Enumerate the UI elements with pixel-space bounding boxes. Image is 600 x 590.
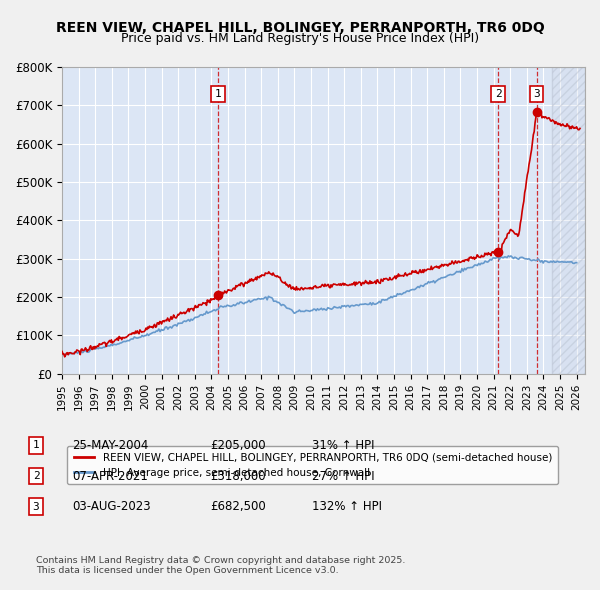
Text: 2: 2 <box>32 471 40 481</box>
Legend: REEN VIEW, CHAPEL HILL, BOLINGEY, PERRANPORTH, TR6 0DQ (semi-detached house), HP: REEN VIEW, CHAPEL HILL, BOLINGEY, PERRAN… <box>67 446 559 484</box>
Text: 1: 1 <box>32 441 40 450</box>
Text: Price paid vs. HM Land Registry's House Price Index (HPI): Price paid vs. HM Land Registry's House … <box>121 32 479 45</box>
Text: Contains HM Land Registry data © Crown copyright and database right 2025.
This d: Contains HM Land Registry data © Crown c… <box>36 556 406 575</box>
Text: £682,500: £682,500 <box>210 500 266 513</box>
Text: 03-AUG-2023: 03-AUG-2023 <box>72 500 151 513</box>
Text: £205,000: £205,000 <box>210 439 266 452</box>
Text: 31% ↑ HPI: 31% ↑ HPI <box>312 439 374 452</box>
Text: 132% ↑ HPI: 132% ↑ HPI <box>312 500 382 513</box>
Text: 25-MAY-2004: 25-MAY-2004 <box>72 439 148 452</box>
Text: 1: 1 <box>215 89 221 99</box>
Text: 2: 2 <box>495 89 502 99</box>
Text: 3: 3 <box>32 502 40 512</box>
Text: 27% ↑ HPI: 27% ↑ HPI <box>312 470 374 483</box>
Text: 3: 3 <box>533 89 540 99</box>
Text: REEN VIEW, CHAPEL HILL, BOLINGEY, PERRANPORTH, TR6 0DQ: REEN VIEW, CHAPEL HILL, BOLINGEY, PERRAN… <box>56 21 544 35</box>
Text: 07-APR-2021: 07-APR-2021 <box>72 470 148 483</box>
Text: £318,000: £318,000 <box>210 470 266 483</box>
